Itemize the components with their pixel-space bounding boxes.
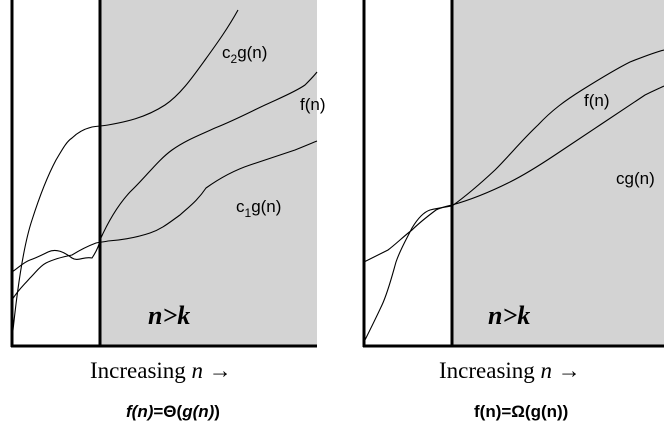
region-label-n-greater-k: n>k [148, 301, 190, 330]
label-cg: cg(n) [616, 169, 655, 188]
label-f: f(n) [300, 95, 326, 114]
region-label-n-greater-k: n>k [488, 301, 530, 330]
curve-c2g [11, 9, 239, 341]
shaded-region-n-greater-k [452, 0, 664, 346]
x-axis-caption: Increasing n → [439, 358, 581, 383]
label-c2g: c2g(n) [222, 43, 267, 66]
shaded-region-n-greater-k [100, 0, 317, 346]
label-f: f(n) [584, 91, 610, 110]
omega-formula: f(n)=Ω(g(n)) [474, 402, 568, 421]
curve-f [11, 71, 318, 273]
label-c1g: c1g(n) [236, 197, 281, 220]
theta-formula: f(n)=Θ(g(n)) [126, 402, 220, 421]
curve-cg [363, 85, 664, 263]
curve-f [363, 49, 664, 343]
x-axis-caption: Increasing n → [90, 358, 232, 383]
omega-panel: f(n) cg(n) n>k Increasing n → f(n)=Ω(g(n… [362, 0, 664, 421]
curve-c1g [11, 140, 318, 301]
theta-panel: c2g(n) f(n) c1g(n) n>k Increasing n → f(… [10, 0, 326, 421]
